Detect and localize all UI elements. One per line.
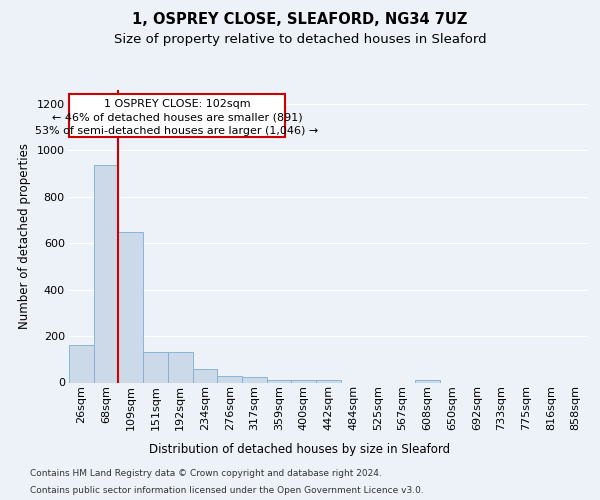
Bar [94,166,118,382]
Y-axis label: Number of detached properties: Number of detached properties [18,143,31,329]
Bar [292,380,316,382]
Bar [242,376,267,382]
Bar [193,369,217,382]
Bar [143,352,168,382]
Text: Contains HM Land Registry data © Crown copyright and database right 2024.: Contains HM Land Registry data © Crown c… [30,469,382,478]
Text: 1, OSPREY CLOSE, SLEAFORD, NG34 7UZ: 1, OSPREY CLOSE, SLEAFORD, NG34 7UZ [133,12,467,28]
Text: Distribution of detached houses by size in Sleaford: Distribution of detached houses by size … [149,442,451,456]
Bar [69,346,94,383]
FancyBboxPatch shape [70,94,284,137]
Text: ← 46% of detached houses are smaller (891): ← 46% of detached houses are smaller (89… [52,112,302,122]
Bar [118,232,143,382]
Text: 53% of semi-detached houses are larger (1,046) →: 53% of semi-detached houses are larger (… [35,126,319,136]
Text: 1 OSPREY CLOSE: 102sqm: 1 OSPREY CLOSE: 102sqm [104,99,250,109]
Bar [168,352,193,382]
Text: Size of property relative to detached houses in Sleaford: Size of property relative to detached ho… [113,32,487,46]
Bar [415,380,440,382]
Text: Contains public sector information licensed under the Open Government Licence v3: Contains public sector information licen… [30,486,424,495]
Bar [316,380,341,382]
Bar [267,380,292,382]
Bar [217,376,242,382]
